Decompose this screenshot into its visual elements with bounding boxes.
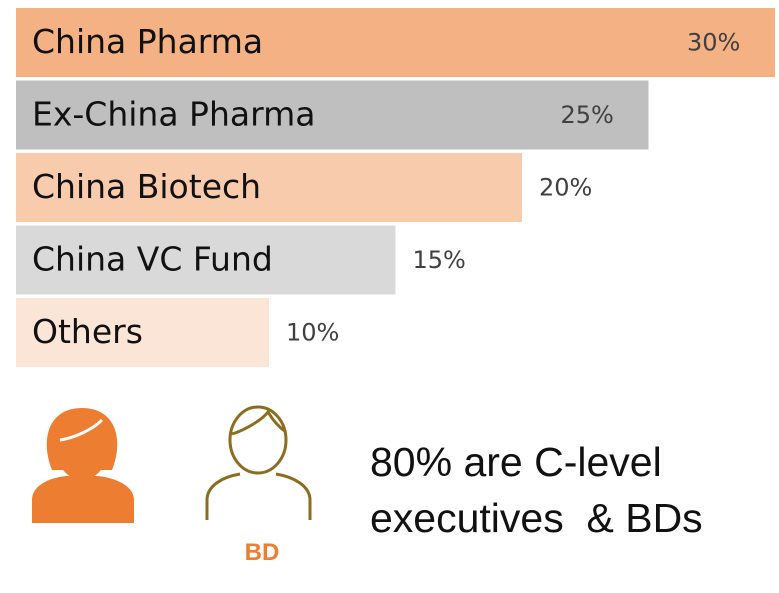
value-label: 25% [561,101,614,129]
value-label: 30% [687,29,740,57]
annotation: executives & BDs [370,495,703,541]
bar [16,80,649,150]
man-icon [205,405,312,520]
icon-label: BD [245,539,280,566]
woman-icon [32,408,134,523]
category-label: China Pharma [32,22,263,61]
bar [16,298,269,367]
value-label: 10% [286,319,339,347]
bar [16,225,396,295]
annotation: 80% are C-level [370,439,662,485]
category-label: China VC Fund [32,240,273,279]
category-label: Ex-China Pharma [32,95,315,134]
value-label: 15% [413,246,466,274]
bar [16,8,775,77]
category-label: Others [32,312,143,351]
category-label: China Biotech [32,167,261,206]
value-label: 20% [539,174,592,202]
bar [16,153,522,222]
